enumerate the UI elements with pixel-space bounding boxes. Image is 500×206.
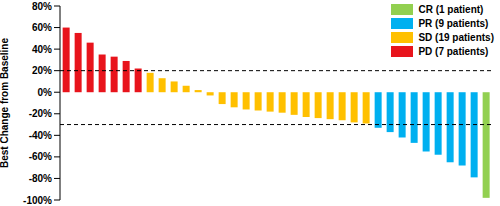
svg-text:-60%: -60% <box>29 151 52 162</box>
svg-text:0%: 0% <box>38 87 53 98</box>
svg-text:-40%: -40% <box>29 130 52 141</box>
svg-text:-80%: -80% <box>29 173 52 184</box>
html-text:SD (19 patients): SD (19 patients) <box>418 32 494 43</box>
svg-text:60%: 60% <box>32 22 52 33</box>
svg-text:20%: 20% <box>32 65 52 76</box>
svg-text:Best Change from Baseline: Best Change from Baseline <box>8 38 10 168</box>
html-text:PR (9 patients): PR (9 patients) <box>418 18 489 29</box>
svg-text:-100%: -100% <box>23 195 52 206</box>
html-text:CR (1 patient): CR (1 patient) <box>418 4 484 15</box>
svg-text:40%: 40% <box>32 44 52 55</box>
html-text:PD (7 patients): PD (7 patients) <box>418 46 489 57</box>
svg-text:80%: 80% <box>32 1 52 12</box>
svg-text:-20%: -20% <box>29 108 52 119</box>
